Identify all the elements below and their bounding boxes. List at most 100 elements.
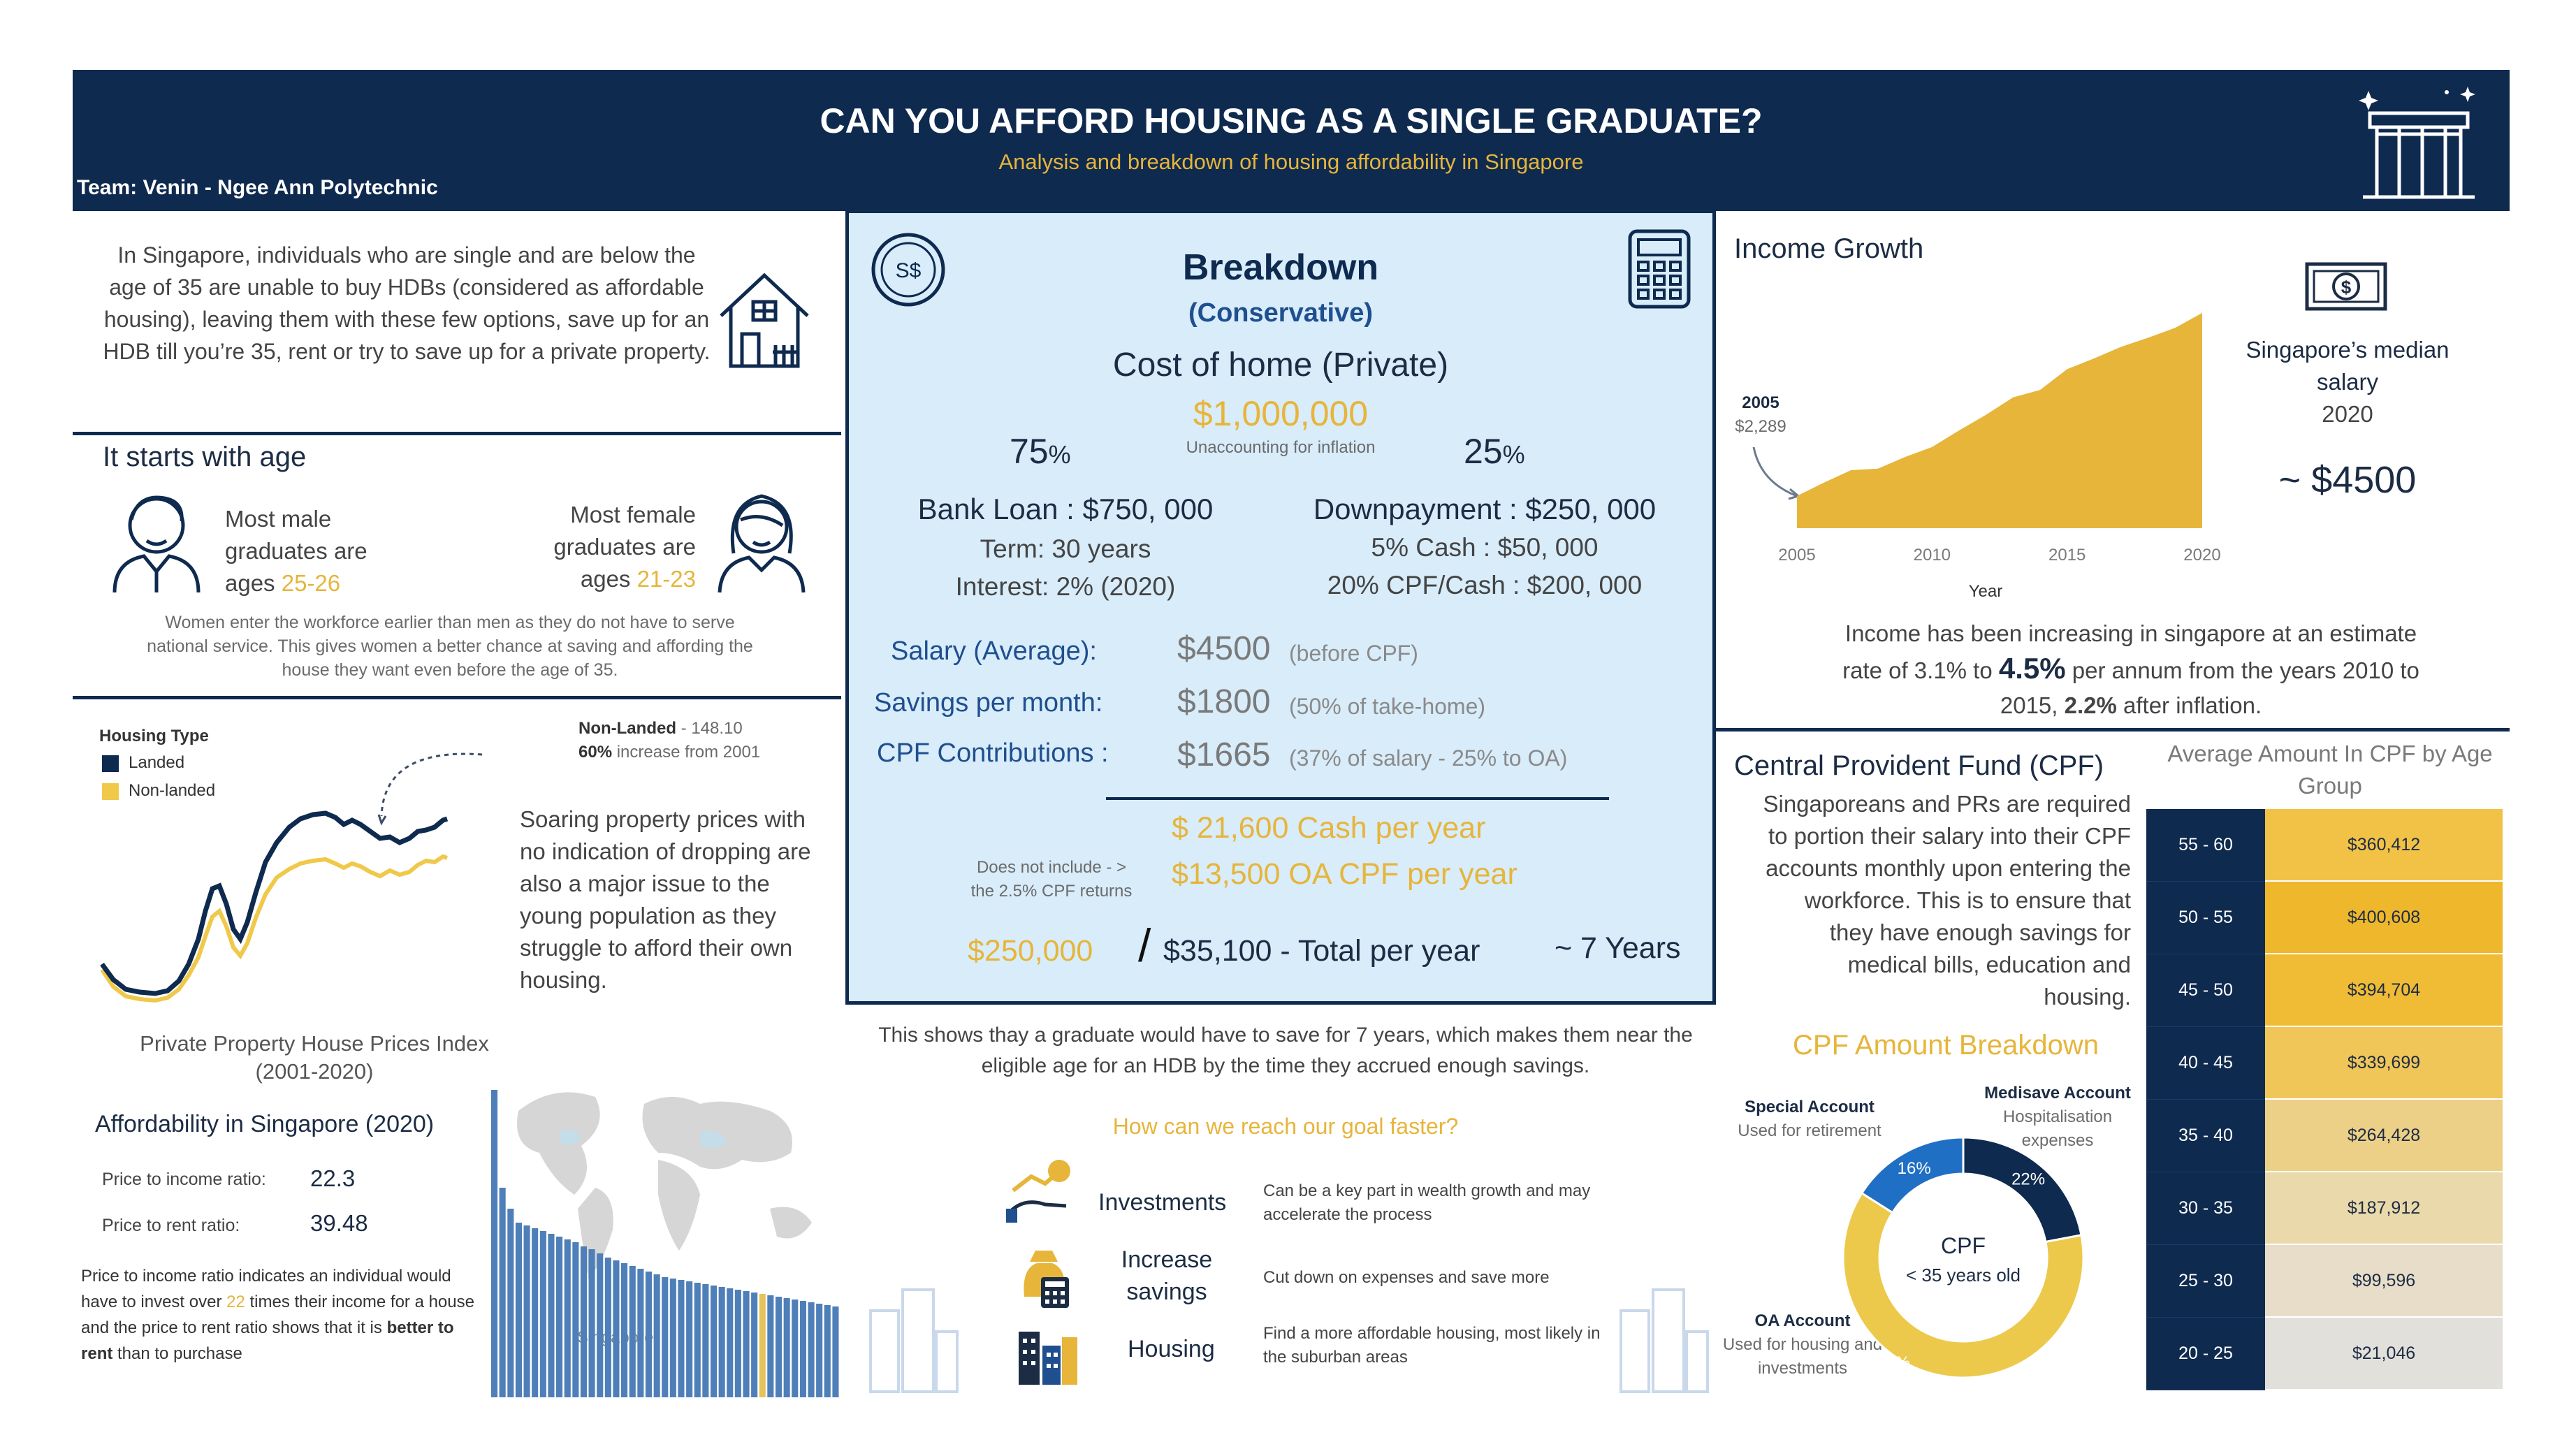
table-row: 45 - 50 $394,704: [2146, 954, 2503, 1027]
income-text: Income has been increasing in singapore …: [1842, 620, 2419, 718]
map-bar: [588, 1249, 595, 1397]
map-bar: [702, 1284, 709, 1397]
svg-text:S$: S$: [896, 259, 922, 282]
house-icon: [720, 272, 809, 368]
downpayment-cpf: 20% CPF/Cash : $200, 000: [1327, 571, 1643, 599]
affordability-heading: Affordability in Singapore (2020): [95, 1111, 435, 1137]
map-bar-singapore: [759, 1294, 766, 1397]
faded-city-icon-left: [869, 1288, 959, 1393]
landed-series-line: [100, 810, 449, 996]
svg-text:$: $: [2341, 277, 2352, 298]
median-salary-value: ~ $4500: [2278, 459, 2417, 501]
table-cell-amount: $339,699: [2265, 1027, 2503, 1100]
team-label: Team: Venin - Ngee Ann Polytechnic: [77, 176, 438, 199]
donut-center-title: CPF: [1941, 1233, 1986, 1258]
table-cell-amount: $360,412: [2265, 809, 2503, 882]
table-row: 55 - 60 $360,412: [2146, 809, 2503, 882]
table-row: 35 - 40 $264,428: [2146, 1100, 2503, 1172]
table-row: 20 - 25 $21,046: [2146, 1318, 2503, 1390]
age-note: Women enter the workforce earlier than m…: [147, 613, 753, 680]
salary-note: (before CPF): [1289, 641, 1418, 666]
female-age-text: Most female graduates are ages 21-23: [553, 502, 696, 592]
cpf-contrib-value: $1665: [1177, 736, 1271, 773]
donut-segment: [1962, 1136, 2083, 1244]
divider: [1716, 728, 2510, 731]
map-bar: [711, 1286, 718, 1397]
map-bar: [515, 1223, 522, 1397]
downpayment-percent: 25%: [1464, 432, 1525, 471]
banknote-icon: $: [2305, 262, 2387, 311]
years-to-save: ~ 7 Years: [1555, 931, 1681, 965]
intro-text: In Singapore, individuals who are single…: [103, 242, 711, 364]
buildings-icon: [1019, 1332, 1077, 1385]
map-bar: [783, 1298, 790, 1397]
income-growth-chart: 2005 2010 2015 2020 Year: [1752, 312, 2221, 601]
map-bar: [645, 1272, 652, 1397]
price-index-caption: Private Property House Prices Index (200…: [140, 1031, 489, 1084]
conclusion-text: This shows thay a graduate would have to…: [878, 1024, 1693, 1077]
income-x-tick: 2005: [1778, 546, 1815, 565]
total-per-year: $35,100 - Total per year: [1163, 934, 1480, 968]
age-heading: It starts with age: [103, 442, 307, 472]
income-heading: Income Growth: [1734, 233, 1924, 264]
cpf-breakdown-heading: CPF Amount Breakdown: [1793, 1030, 2099, 1061]
map-bar: [686, 1281, 693, 1397]
map-bar: [597, 1253, 604, 1397]
cpf-contrib-note: (37% of salary - 25% to OA): [1289, 745, 1568, 771]
map-bar: [694, 1283, 701, 1397]
table-cell-age: 50 - 55: [2146, 882, 2265, 954]
map-bar: [751, 1293, 758, 1397]
income-area: [1797, 312, 2202, 528]
table-cell-amount: $99,596: [2265, 1245, 2503, 1318]
price-annotation: Non-Landed - 148.10 60% increase from 20…: [578, 719, 761, 762]
map-bar: [604, 1258, 611, 1397]
map-bar: [621, 1263, 628, 1397]
table-row: 30 - 35 $187,912: [2146, 1172, 2503, 1245]
map-bar: [580, 1246, 587, 1397]
male-graduate-icon: [112, 495, 201, 593]
map-bar: [539, 1231, 546, 1397]
breakdown-panel: S$ Breakdown (Conservative) Cost of home…: [845, 210, 1716, 1005]
option-label-savings: Increase savings: [1121, 1246, 1213, 1305]
table-cell-age: 20 - 25: [2146, 1318, 2265, 1390]
sum-divider: [1106, 797, 1609, 800]
map-bar: [507, 1209, 514, 1397]
income-x-tick: 2010: [1914, 546, 1951, 565]
table-cell-amount: $21,046: [2265, 1318, 2503, 1390]
divider: [73, 432, 841, 435]
breakdown-title: Breakdown: [1182, 247, 1379, 288]
map-bar: [824, 1305, 831, 1397]
map-bar: [556, 1237, 563, 1397]
cost-note: Unaccounting for inflation: [1186, 438, 1376, 457]
cpf-age-table: 55 - 60 $360,412 50 - 55 $400,608 45 - 50 $39…: [2146, 809, 2503, 1390]
table-cell-age: 35 - 40: [2146, 1100, 2265, 1172]
option-desc-housing: Find a more affordable housing, most lik…: [1263, 1324, 1601, 1367]
map-bar: [792, 1300, 799, 1397]
table-row: 40 - 45 $339,699: [2146, 1027, 2503, 1100]
table-cell-age: 25 - 30: [2146, 1245, 2265, 1318]
downpayment-cash: 5% Cash : $50, 000: [1371, 533, 1599, 562]
faded-city-icon-right: [1620, 1288, 1709, 1393]
map-bar: [548, 1234, 555, 1397]
divider: [73, 696, 841, 699]
calculator-icon: [1628, 229, 1691, 309]
returns-note: Does not include - > the 2.5% CPF return…: [970, 858, 1133, 901]
income-start-annotation: 2005 $2,289: [1735, 393, 1786, 436]
legend-item-nonlanded: Non-landed: [102, 781, 215, 801]
price-index-chart: [100, 752, 483, 1003]
header-banner: CAN YOU AFFORD HOUSING AS A SINGLE GRADU…: [73, 70, 2510, 211]
donut-segment: [1842, 1191, 2085, 1379]
map-bar: [718, 1287, 725, 1397]
table-row: 50 - 55 $400,608: [2146, 882, 2503, 954]
map-bar: [776, 1297, 783, 1397]
table-cell-age: 40 - 45: [2146, 1027, 2265, 1100]
slash: /: [1138, 919, 1151, 971]
cpf-table-heading: Average Amount In CPF by Age Group: [2167, 741, 2493, 799]
table-cell-amount: $394,704: [2265, 954, 2503, 1027]
option-desc-savings: Cut down on expenses and save more: [1263, 1268, 1550, 1287]
table-cell-amount: $264,428: [2265, 1100, 2503, 1172]
income-annotation-arrow: [1752, 446, 1798, 497]
investments-icon: [1006, 1160, 1070, 1223]
map-bar: [629, 1266, 636, 1397]
donut-percent-label: 62%: [1877, 1353, 1910, 1372]
